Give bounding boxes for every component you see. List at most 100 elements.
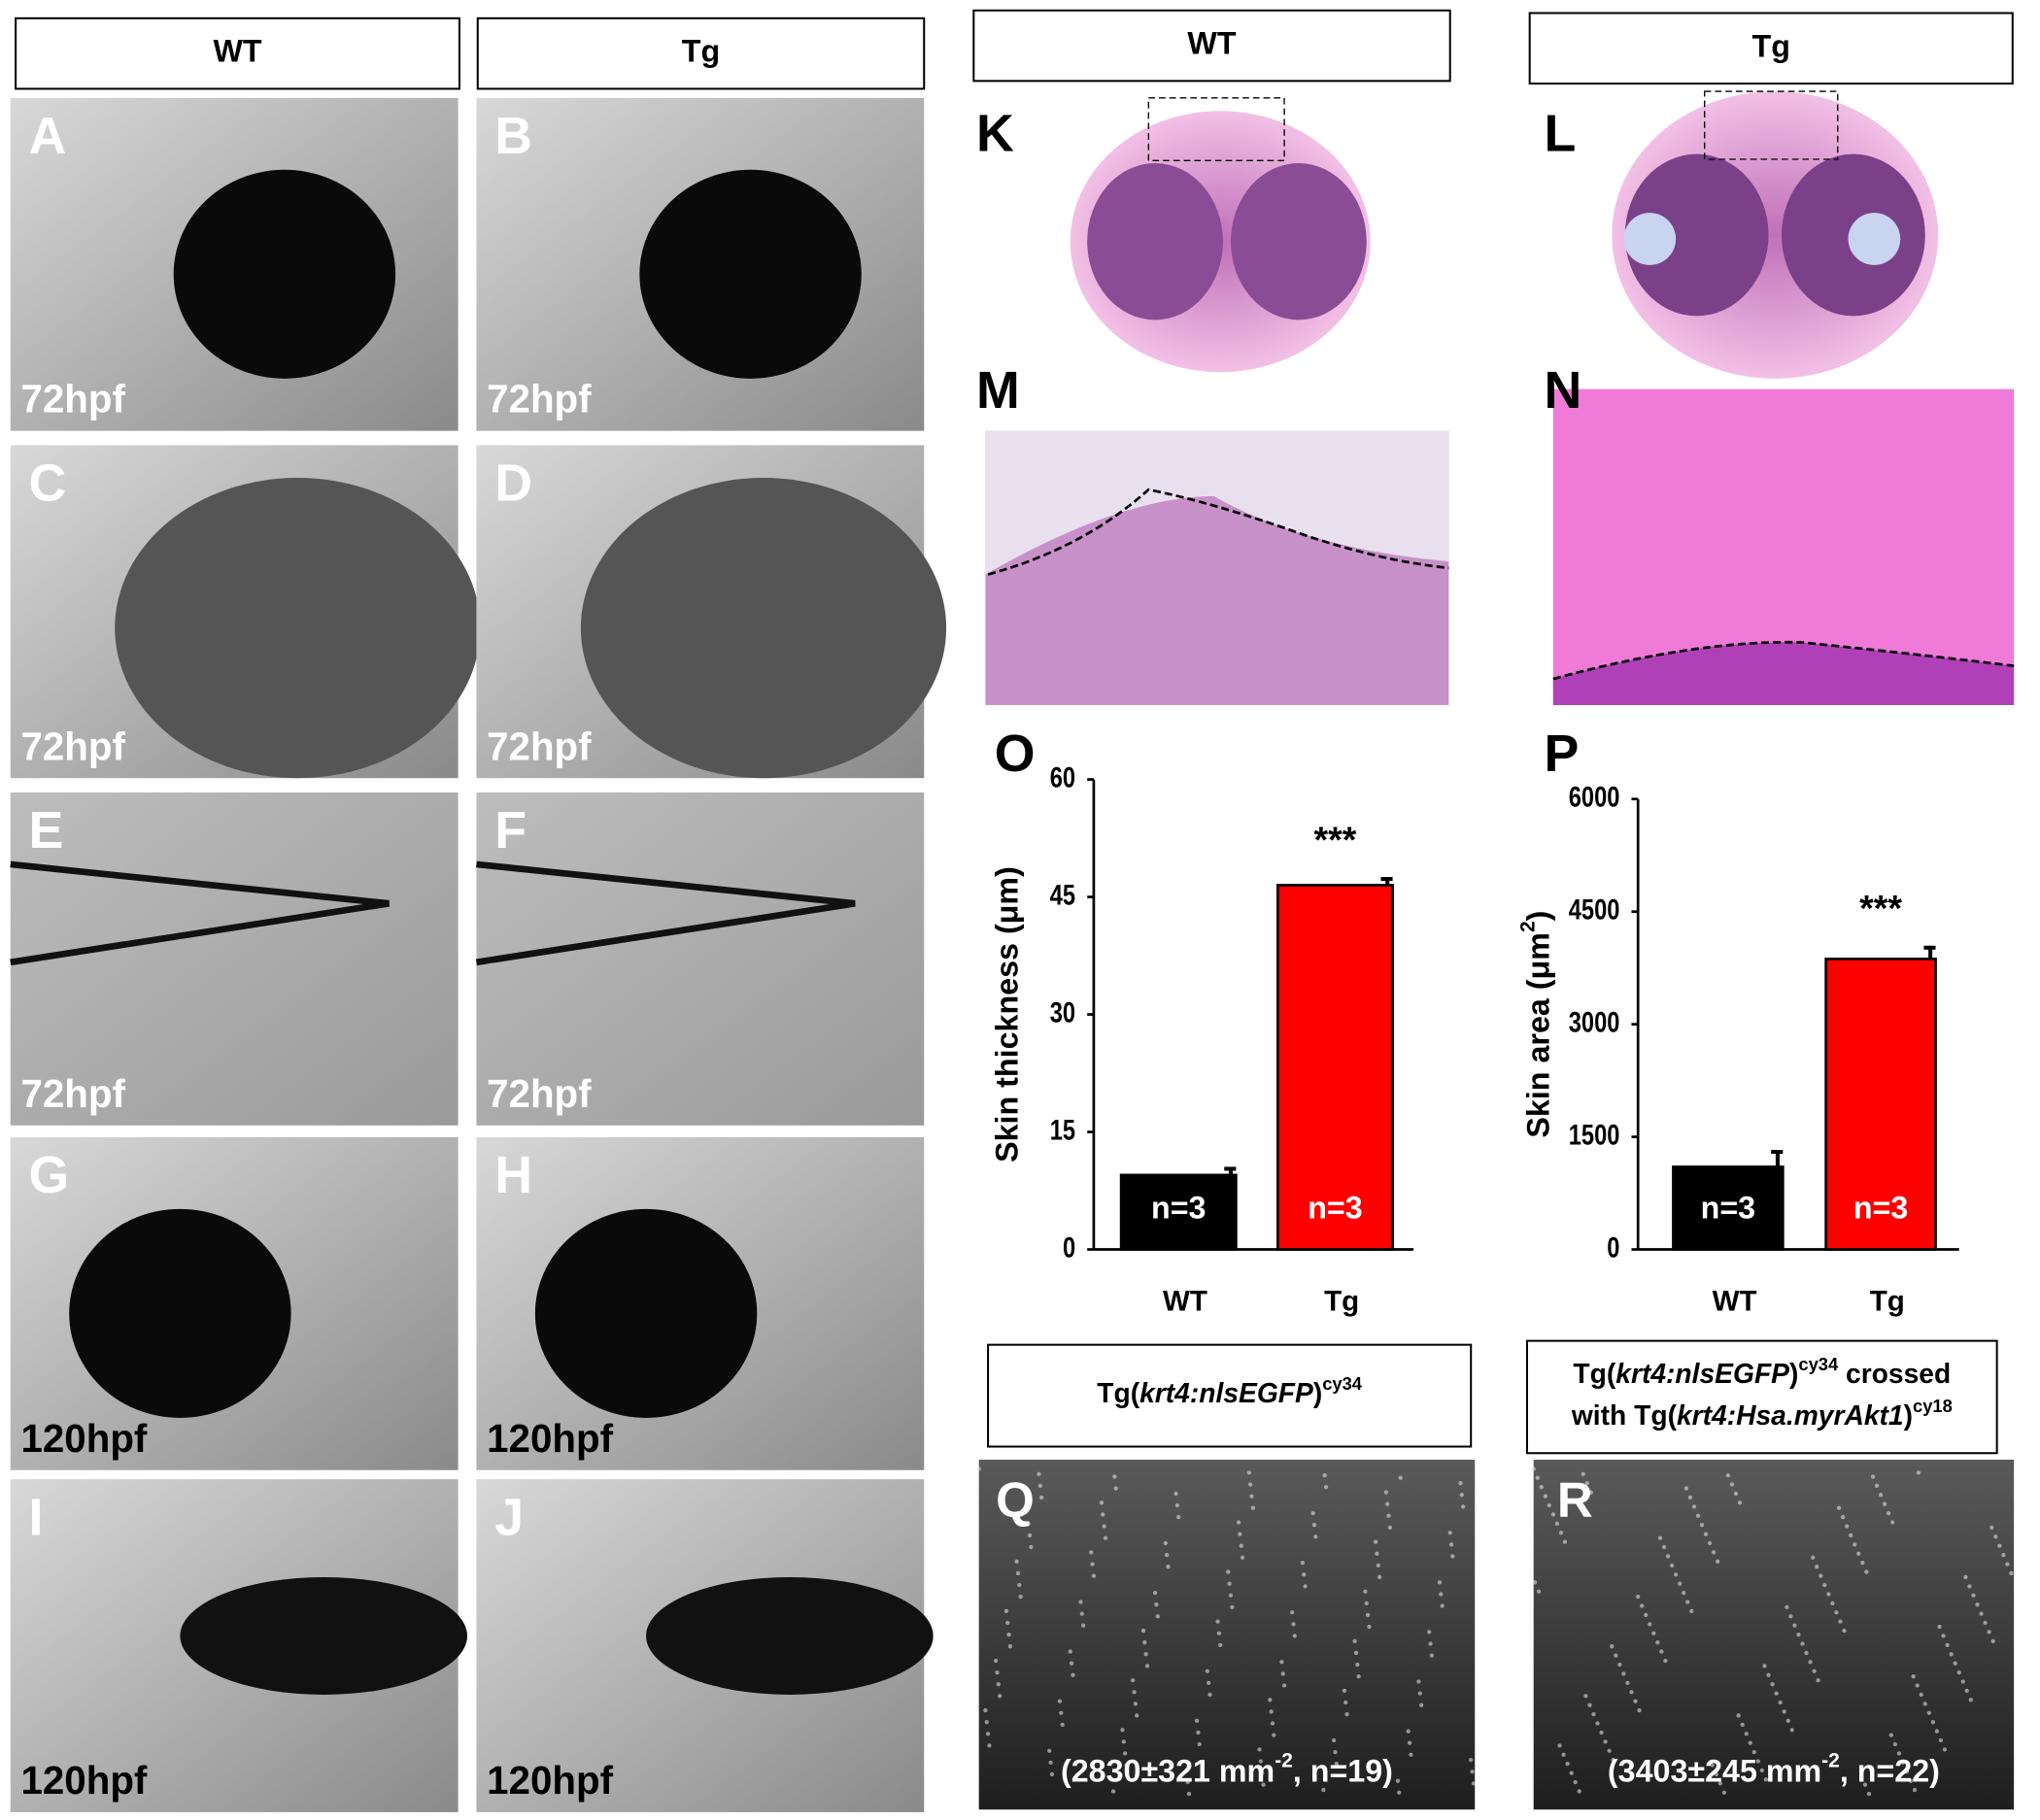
nucleus-dot — [1695, 1513, 1701, 1518]
nucleus-dot — [1152, 1590, 1158, 1596]
nucleus-dot — [1049, 1771, 1055, 1777]
panel-time: 72hpf — [487, 378, 592, 421]
nucleus-dot — [1584, 1481, 1589, 1486]
nucleus-dot — [976, 1466, 981, 1471]
nucleus-dot — [1651, 1631, 1656, 1635]
nucleus-dot — [1377, 1574, 1382, 1580]
nucleus-dot — [1398, 1475, 1403, 1480]
nucleus-dot — [1956, 1669, 1961, 1675]
nucleus-dot — [1471, 1781, 1477, 1786]
text-part: krt4:nlsEGFP — [1139, 1378, 1313, 1409]
nucleus-dot — [1637, 1707, 1642, 1713]
photo-eye — [639, 169, 862, 379]
y-tick-label: 45 — [1050, 879, 1075, 911]
photo-line — [10, 860, 390, 966]
nucleus-dot — [1375, 1551, 1379, 1556]
y-tick-label: 6000 — [1569, 781, 1620, 813]
nucleus-dot — [2009, 1570, 2014, 1576]
panel-letter: E — [29, 801, 64, 859]
nucleus-dot — [1904, 1769, 1910, 1774]
nucleus-dot — [1532, 1580, 1538, 1585]
nucleus-dot — [1015, 1570, 1021, 1576]
nucleus-dot — [1165, 1552, 1170, 1558]
panel-letter: D — [494, 455, 532, 513]
nucleus-dot — [1069, 1661, 1074, 1666]
x-tick-label: WT — [1713, 1285, 1757, 1317]
nucleus-dot — [1131, 1678, 1136, 1683]
text-part: -2 — [1275, 1750, 1293, 1772]
nucleus-dot — [1673, 1572, 1679, 1577]
nucleus-dot — [1661, 1544, 1667, 1550]
nucleus-dot — [1386, 1513, 1391, 1518]
nucleus-dot — [1334, 1762, 1339, 1767]
header-box — [972, 9, 1451, 83]
text-part: ) — [1313, 1378, 1322, 1409]
nucleus-dot — [1691, 1504, 1697, 1509]
nucleus-dot — [1915, 1683, 1920, 1688]
nucleus-dot — [1059, 1710, 1064, 1715]
nucleus-dot — [1250, 1505, 1255, 1510]
nucleus-dot — [1926, 1710, 1931, 1715]
nucleus-dot — [1714, 1771, 1718, 1777]
photo — [10, 792, 459, 1126]
nucleus-dot — [1155, 1614, 1160, 1619]
nucleus-dot — [1247, 1482, 1253, 1487]
nucleus-dot — [1953, 1661, 1957, 1666]
bar-annotation: n=3 — [1151, 1191, 1206, 1226]
bar-annotation: n=3 — [1853, 1191, 1908, 1226]
panel-time: 72hpf — [20, 1072, 125, 1116]
nucleus-dot — [1300, 1561, 1306, 1566]
nucleus-dot — [1930, 1720, 1935, 1725]
photo-eye — [69, 1208, 291, 1418]
nucleus-dot — [1417, 1691, 1422, 1696]
nucleus-dot — [1292, 1634, 1297, 1638]
nucleus-dot — [1258, 1759, 1264, 1764]
nucleus-dot — [1919, 1692, 1923, 1698]
nucleus-dot — [1439, 1592, 1444, 1597]
nucleus-dot — [1614, 1653, 1618, 1658]
box-title: Tg(krt4:nlsEGFP)cy34 crossed — [1573, 1354, 1951, 1389]
nucleus-dot — [1715, 1559, 1720, 1564]
nucleus-dot — [1683, 1486, 1689, 1491]
nucleus-dot — [1554, 1521, 1560, 1526]
nucleus-dot — [1132, 1690, 1137, 1695]
nucleus-dot — [1163, 1540, 1168, 1546]
nucleus-dot — [1842, 1628, 1847, 1634]
panel-letter: F — [494, 801, 527, 859]
nucleus-dot — [1460, 1504, 1466, 1509]
photo-eye — [580, 478, 947, 779]
nucleus-dot — [1890, 1520, 1895, 1525]
nucleus-dot — [1682, 1590, 1686, 1596]
nucleus-dot — [1427, 1630, 1432, 1635]
nucleus-dot — [1367, 1624, 1372, 1630]
nucleus-dot — [1838, 1619, 1843, 1624]
nucleus-dot — [1710, 1763, 1715, 1768]
nucleus-dot — [1310, 1510, 1315, 1516]
bar-annotation: n=3 — [1701, 1191, 1755, 1226]
nucleus-dot — [1173, 1491, 1178, 1497]
nucleus-dot — [1707, 1540, 1713, 1546]
nucleus-dot — [1343, 1700, 1348, 1705]
nucleus-dot — [1836, 1505, 1842, 1510]
nucleus-dot — [1789, 1728, 1794, 1733]
nucleus-dot — [1888, 1733, 1893, 1737]
panel-time: 120hpf — [20, 1417, 147, 1461]
nucleus-dot — [1090, 1562, 1095, 1567]
text-part: Skin area (μm — [1520, 932, 1555, 1138]
nucleus-dot — [1900, 1760, 1906, 1766]
nucleus-dot — [1048, 1760, 1053, 1766]
nucleus-dot — [1725, 1472, 1731, 1478]
nucleus-dot — [1110, 1789, 1116, 1794]
nucleus-dot — [1323, 1485, 1329, 1490]
nucleus-dot — [1759, 1768, 1764, 1773]
nucleus-dot — [1352, 1638, 1357, 1643]
nucleus-dot — [1240, 1555, 1245, 1560]
nucleus-dot — [1864, 1569, 1869, 1574]
panel-time: 72hpf — [487, 1072, 592, 1116]
panel-letter: R — [1557, 1472, 1593, 1528]
nucleus-dot — [1960, 1679, 1965, 1684]
nucleus-dot — [1376, 1563, 1380, 1568]
nucleus-dot — [983, 1707, 988, 1713]
nucleus-dot — [1071, 1672, 1075, 1677]
